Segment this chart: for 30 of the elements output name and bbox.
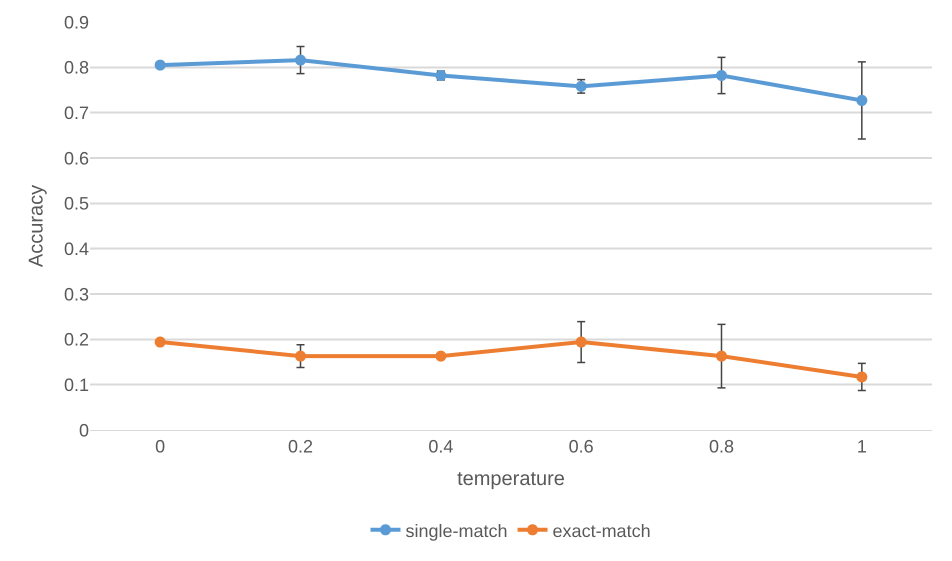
legend-label: exact-match xyxy=(552,520,651,541)
y-axis-title: Accuracy xyxy=(25,184,48,268)
y-tick-label: 0.8 xyxy=(64,58,89,78)
point xyxy=(154,60,166,71)
x-tick-label: 0.4 xyxy=(428,436,454,457)
y-tick-label: 0.6 xyxy=(64,148,89,168)
x-tick-label: 1 xyxy=(856,436,867,457)
y-tick-label: 0.4 xyxy=(64,238,89,259)
point xyxy=(856,371,868,382)
point xyxy=(716,70,727,81)
point xyxy=(295,350,306,362)
y-tick-label: 0 xyxy=(78,420,89,440)
x-tick-label: 0 xyxy=(155,436,166,457)
x-axis-title: temperature xyxy=(457,468,565,490)
point xyxy=(295,54,306,66)
y-tick-label: 0.1 xyxy=(64,374,89,395)
point xyxy=(856,94,868,106)
legend-label: single-match xyxy=(406,520,508,541)
y-tick-label: 0.2 xyxy=(64,330,89,350)
point xyxy=(154,336,166,348)
y-tick-label: 0.9 xyxy=(64,12,89,32)
y-tick-label: 0.3 xyxy=(64,284,89,304)
point xyxy=(716,350,727,362)
x-tick-label: 0.8 xyxy=(708,436,734,457)
x-tick-label: 0.6 xyxy=(568,436,594,457)
y-tick-label: 0.5 xyxy=(64,194,89,214)
point xyxy=(435,350,446,362)
point xyxy=(576,336,587,348)
y-tick-label: 0.7 xyxy=(64,102,89,123)
x-tick-label: 0.2 xyxy=(288,436,314,457)
